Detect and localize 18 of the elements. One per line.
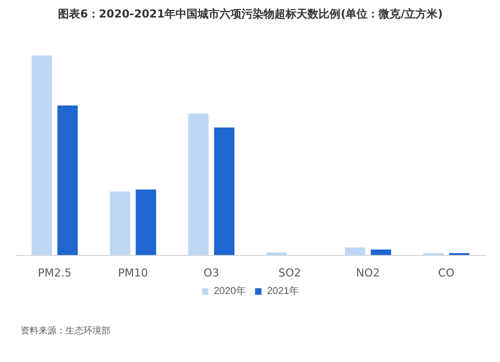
x-tick-label: NO2 — [356, 266, 380, 280]
x-tick-label: O3 — [204, 266, 220, 280]
bar — [110, 192, 130, 256]
bar — [32, 56, 52, 256]
x-tick-label: CO — [438, 266, 455, 280]
bar — [214, 128, 234, 256]
legend-label: 2020年 — [214, 285, 246, 298]
legend-label: 2021年 — [267, 285, 300, 298]
x-tick-label: SO2 — [278, 266, 301, 280]
x-tick-label: PM2.5 — [38, 266, 72, 280]
bar — [344, 248, 366, 256]
bar — [188, 114, 209, 256]
bar — [370, 250, 392, 256]
x-tick-label: PM10 — [118, 266, 148, 280]
text: 资料来源：生态环境部 — [20, 326, 110, 336]
chart-title: 图表6：2020-2021年中国城市六项污染物超标天数比例(单位：微克/立方米) — [58, 8, 443, 20]
bar — [57, 106, 78, 256]
bar — [136, 190, 156, 256]
